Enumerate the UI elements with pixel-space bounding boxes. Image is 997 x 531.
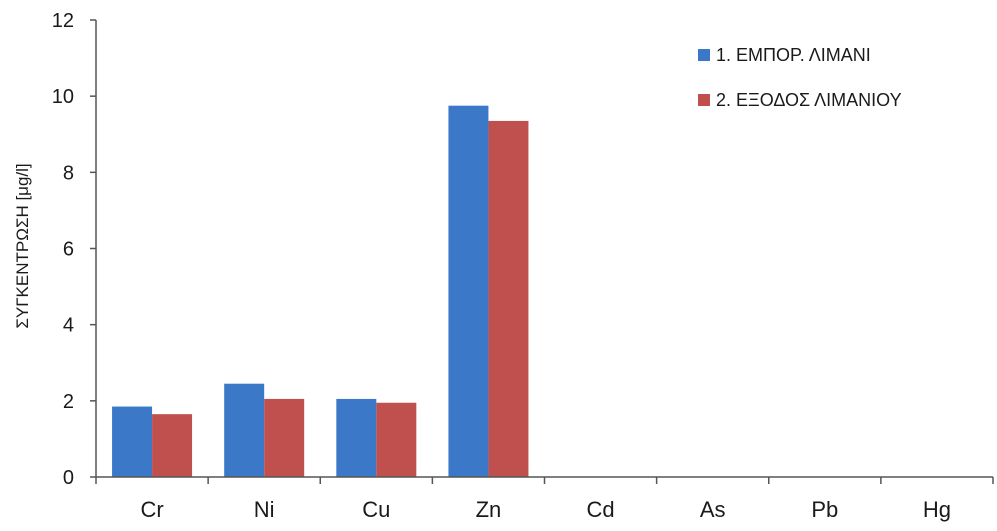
y-tick-label-2: 2 xyxy=(63,391,74,413)
x-tick-label-pb: Pb xyxy=(811,497,838,522)
x-tick-label-hg: Hg xyxy=(923,497,951,522)
x-tick-label-ni: Ni xyxy=(254,497,275,522)
x-tick-label-zn: Zn xyxy=(476,497,502,522)
bar-cr-series-1 xyxy=(112,407,152,477)
x-tick-label-cu: Cu xyxy=(362,497,390,522)
y-tick-label-12: 12 xyxy=(52,10,74,32)
x-tick-label-as: As xyxy=(700,497,726,522)
legend-label-1: 1. ΕΜΠΟΡ. ΛΙΜΑΝΙ xyxy=(716,45,871,65)
y-tick-label-10: 10 xyxy=(52,86,74,108)
bar-cu-series-1 xyxy=(336,399,376,477)
bar-ni-series-1 xyxy=(224,384,264,477)
legend-swatch-1 xyxy=(698,49,710,61)
y-tick-label-6: 6 xyxy=(63,239,74,261)
y-tick-label-8: 8 xyxy=(63,162,74,184)
bar-cu-series-2 xyxy=(376,403,416,477)
legend: 1. ΕΜΠΟΡ. ΛΙΜΑΝΙ 2. ΕΞΟΔΟΣ ΛΙΜΑΝΙΟΥ xyxy=(698,45,902,110)
y-tick-label-4: 4 xyxy=(63,315,74,337)
x-tick-label-cr: Cr xyxy=(140,497,163,522)
y-axis-title: ΣΥΓΚΕΝΤΡΩΣΗ [μg/l] xyxy=(13,163,32,328)
x-tick-label-cd: Cd xyxy=(587,497,615,522)
legend-label-2: 2. ΕΞΟΔΟΣ ΛΙΜΑΝΙΟΥ xyxy=(716,90,902,110)
legend-swatch-2 xyxy=(698,94,710,106)
bar-ni-series-2 xyxy=(264,399,304,477)
y-tick-label-0: 0 xyxy=(63,467,74,489)
bars-layer xyxy=(112,106,528,477)
bar-cr-series-2 xyxy=(152,414,192,477)
bar-zn-series-2 xyxy=(488,121,528,477)
bar-zn-series-1 xyxy=(448,106,488,477)
